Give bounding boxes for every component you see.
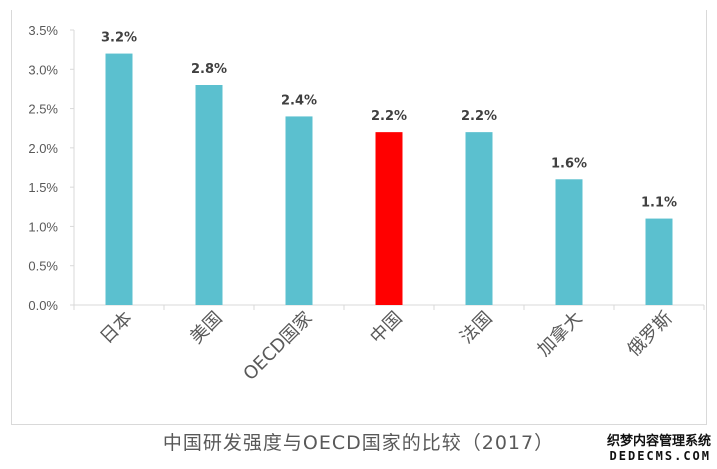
data-label: 2.2% bbox=[461, 109, 497, 124]
data-label: 1.1% bbox=[641, 196, 677, 211]
data-label: 2.4% bbox=[281, 93, 317, 108]
watermark-line1: 织梦内容管理系统 bbox=[606, 434, 711, 449]
bar-6 bbox=[645, 218, 673, 305]
bar-2 bbox=[285, 116, 313, 305]
bar-1 bbox=[195, 85, 223, 305]
y-tick-label: 1.0% bbox=[28, 219, 58, 234]
y-tick-label: 3.0% bbox=[28, 62, 58, 77]
y-tick-label: 0.0% bbox=[28, 298, 58, 313]
data-label: 2.2% bbox=[371, 109, 407, 124]
bar-0 bbox=[105, 53, 133, 306]
watermark-line2: DEDECMS.COM bbox=[609, 449, 711, 463]
bar-4 bbox=[465, 132, 493, 305]
y-tick-label: 2.0% bbox=[28, 141, 58, 156]
watermark-logo: 织梦内容管理系统 DEDECMS.COM bbox=[607, 434, 711, 464]
chart-frame bbox=[11, 10, 707, 425]
data-label: 2.8% bbox=[191, 62, 227, 77]
x-tick-label: 法国 bbox=[456, 308, 496, 348]
x-tick-label: 美国 bbox=[186, 308, 226, 348]
data-label: 1.6% bbox=[551, 156, 587, 171]
y-tick-label: 0.5% bbox=[28, 259, 58, 274]
bar-chart: 0.0% 0.5% 1.0% 1.5% 2.0% 2.5% 3.0% 3.5% 3.2% 日本 2.… bbox=[28, 23, 705, 385]
data-label: 3.2% bbox=[101, 31, 137, 46]
bar-3 bbox=[375, 132, 403, 305]
y-tick-label: 1.5% bbox=[28, 180, 58, 195]
chart-title: 中国研发强度与OECD国家的比较（2017） bbox=[162, 432, 555, 454]
x-tick-label: 日本 bbox=[96, 308, 136, 348]
bar-5 bbox=[555, 179, 583, 305]
x-tick-label: 加拿大 bbox=[533, 307, 587, 361]
y-tick-label: 3.5% bbox=[28, 23, 58, 38]
y-tick-label: 2.5% bbox=[28, 102, 58, 117]
x-tick-label: 俄罗斯 bbox=[624, 308, 677, 361]
x-tick-label: OECD国家 bbox=[239, 308, 316, 385]
x-tick-label: 中国 bbox=[366, 308, 406, 348]
